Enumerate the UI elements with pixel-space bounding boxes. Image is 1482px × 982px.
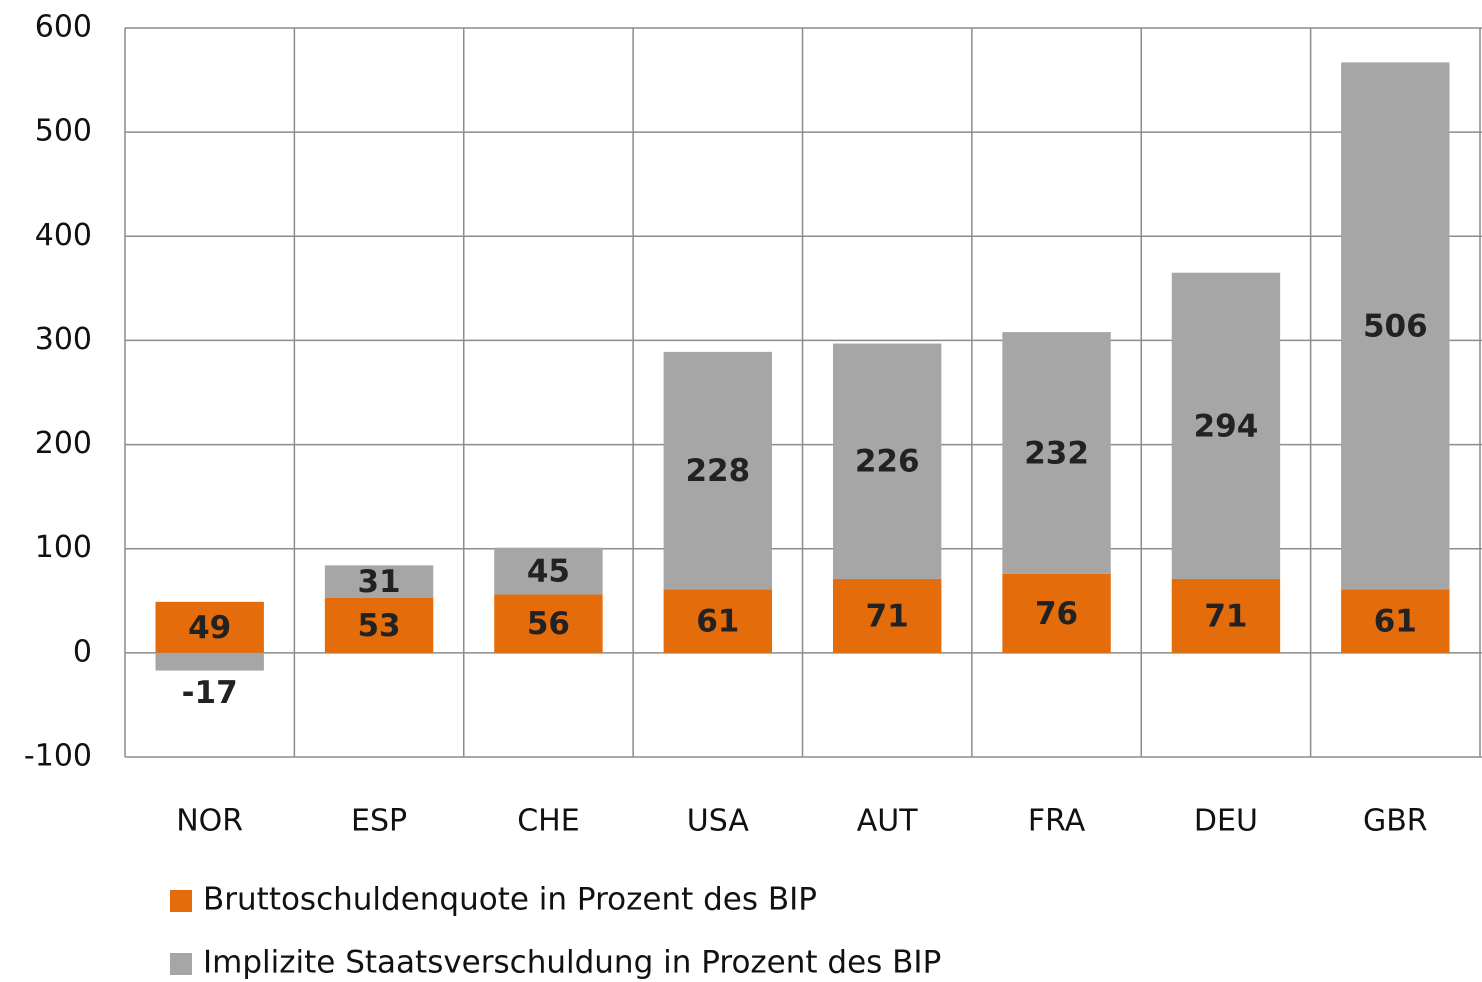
data-label: 56	[527, 606, 570, 642]
x-tick-label: DEU	[1194, 804, 1258, 839]
data-label: 506	[1363, 308, 1428, 344]
bar-segment	[832, 343, 942, 579]
legend-label: Bruttoschuldenquote in Prozent des BIP	[203, 882, 817, 918]
bar-segment	[1341, 62, 1450, 590]
x-tick-label: GBR	[1363, 804, 1428, 839]
data-label: 31	[357, 564, 400, 600]
x-tick-label: CHE	[517, 804, 579, 839]
bar-segment	[494, 547, 603, 595]
data-label: 61	[1374, 604, 1417, 640]
bar-segment	[1341, 589, 1450, 653]
data-label: 61	[696, 604, 739, 640]
y-tick-label: 300	[35, 322, 92, 357]
x-tick-label: NOR	[176, 804, 243, 839]
data-label: 45	[527, 554, 570, 590]
y-tick-label: 200	[35, 426, 92, 461]
data-label: 49	[188, 610, 231, 646]
y-tick-label: 500	[35, 114, 92, 149]
y-tick-label: 0	[73, 634, 92, 669]
data-label: 76	[1035, 596, 1078, 632]
y-tick-label: 100	[35, 530, 92, 565]
x-tick-label: USA	[687, 804, 750, 839]
bar-segment	[1171, 578, 1281, 653]
y-tick-label: 400	[35, 218, 92, 253]
bar-segment	[1171, 272, 1281, 579]
legend-swatch	[170, 890, 192, 912]
bar-segment	[1002, 573, 1111, 653]
data-label: 71	[866, 598, 909, 634]
legend-label: Implizite Staatsverschuldung in Prozent …	[203, 945, 941, 981]
legend-swatch	[170, 953, 192, 975]
bar-segment	[1002, 332, 1111, 574]
bar-segment	[494, 594, 603, 653]
data-label: 53	[357, 608, 400, 644]
data-label: -17	[182, 675, 238, 711]
bar-segment	[155, 601, 264, 653]
bar-segment	[832, 578, 942, 653]
x-tick-label: AUT	[857, 804, 918, 839]
data-label: 226	[855, 444, 920, 480]
data-label: 232	[1024, 435, 1089, 471]
bar-segment	[324, 597, 434, 653]
bar-segment	[663, 351, 773, 590]
data-label: 71	[1204, 598, 1247, 634]
y-tick-label: 600	[35, 10, 92, 45]
bar-segment	[155, 652, 264, 671]
x-tick-label: FRA	[1028, 804, 1086, 839]
bar-segment	[663, 589, 773, 653]
data-label: 294	[1194, 408, 1259, 444]
x-tick-label: ESP	[351, 804, 407, 839]
data-label: 228	[685, 453, 750, 489]
bar-segment	[324, 565, 434, 598]
y-tick-label: -100	[24, 739, 92, 774]
